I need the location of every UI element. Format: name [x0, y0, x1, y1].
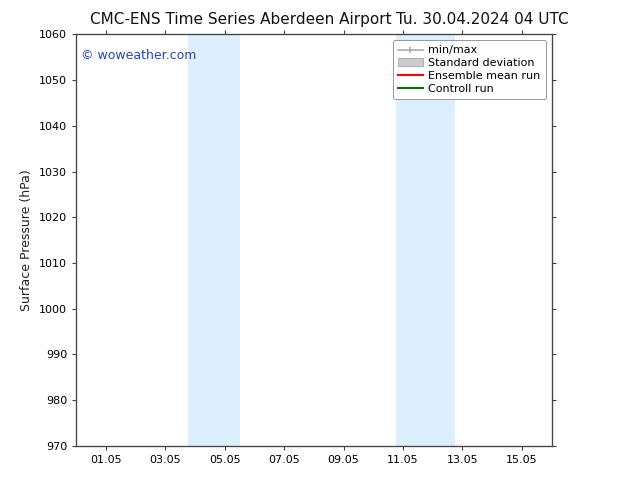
- Text: Tu. 30.04.2024 04 UTC: Tu. 30.04.2024 04 UTC: [396, 12, 568, 27]
- Text: © woweather.com: © woweather.com: [81, 49, 196, 62]
- Text: CMC-ENS Time Series Aberdeen Airport: CMC-ENS Time Series Aberdeen Airport: [90, 12, 392, 27]
- Bar: [396, 34, 455, 446]
- Legend: min/max, Standard deviation, Ensemble mean run, Controll run: min/max, Standard deviation, Ensemble me…: [392, 40, 546, 99]
- Y-axis label: Surface Pressure (hPa): Surface Pressure (hPa): [20, 169, 34, 311]
- Bar: [188, 34, 240, 446]
